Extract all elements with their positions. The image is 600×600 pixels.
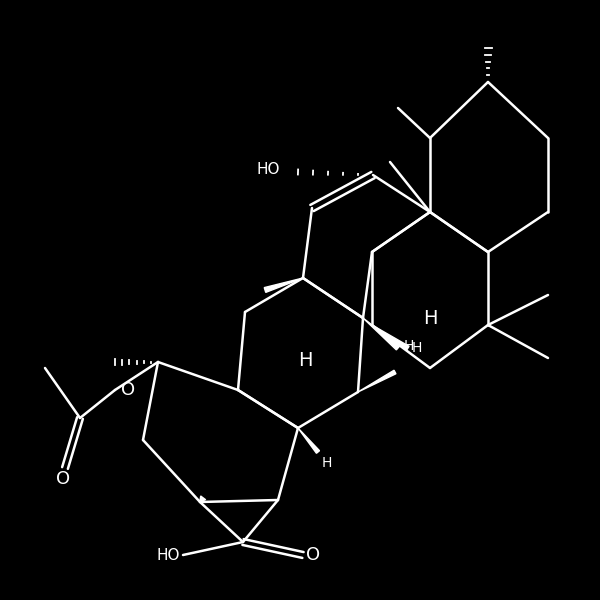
Text: HO: HO [157,547,180,563]
Text: O: O [56,470,70,488]
Text: HO: HO [257,163,280,178]
Polygon shape [298,428,320,453]
Polygon shape [264,278,303,292]
Text: O: O [121,381,135,399]
Text: H: H [322,456,332,470]
Text: O: O [306,546,320,564]
Text: H: H [412,341,422,355]
Polygon shape [363,318,400,350]
Polygon shape [358,370,396,392]
Polygon shape [372,325,409,350]
Text: H: H [423,308,437,328]
Text: H: H [404,339,415,353]
Text: H: H [298,350,312,370]
